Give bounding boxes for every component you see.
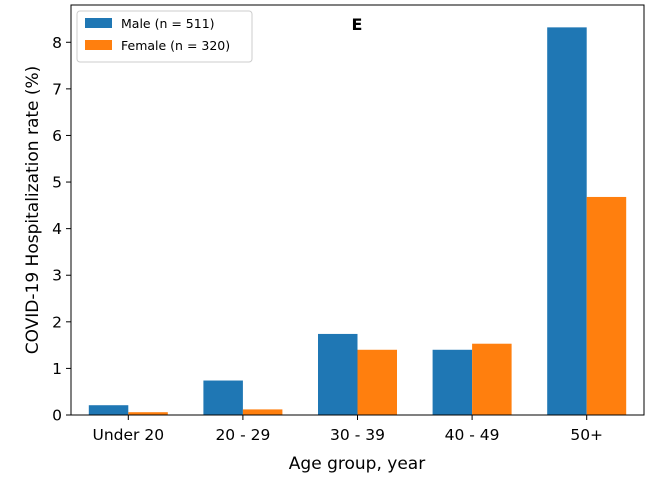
y-tick-label: 2 bbox=[52, 313, 62, 331]
y-tick-label: 4 bbox=[52, 220, 62, 238]
y-axis: 0 1 2 3 4 5 6 7 8 bbox=[52, 34, 71, 425]
legend-label-female: Female (n = 320) bbox=[121, 38, 230, 53]
bar-female-2 bbox=[357, 349, 397, 415]
x-axis-label: Age group, year bbox=[289, 454, 425, 474]
y-tick-label: 8 bbox=[52, 34, 62, 52]
bar-male-0 bbox=[88, 405, 129, 415]
legend-swatch-male bbox=[85, 18, 112, 28]
y-tick-label: 6 bbox=[52, 127, 62, 145]
legend-swatch-female bbox=[85, 40, 112, 50]
legend: Male (n = 511) Female (n = 320) bbox=[76, 10, 253, 63]
x-tick-label: 50+ bbox=[570, 426, 603, 444]
x-tick-label: 40 - 49 bbox=[445, 426, 500, 444]
legend-box bbox=[76, 10, 253, 63]
bar-female-3 bbox=[472, 343, 512, 415]
y-tick-label: 7 bbox=[52, 80, 62, 98]
y-tick-label: 5 bbox=[52, 174, 62, 192]
bar-male-4 bbox=[547, 27, 587, 415]
bar-male-1 bbox=[203, 380, 243, 415]
bar-female-0 bbox=[128, 412, 168, 415]
x-tick-label: Under 20 bbox=[93, 426, 165, 444]
bar-male-2 bbox=[318, 333, 358, 415]
bar-male-3 bbox=[432, 349, 473, 415]
y-axis-label: COVID-19 Hospitalization rate (%) bbox=[23, 66, 43, 355]
x-axis: Under 20 20 - 29 30 - 39 40 - 49 50+ bbox=[93, 415, 603, 444]
y-tick-label: 1 bbox=[52, 360, 62, 378]
x-tick-label: 20 - 29 bbox=[215, 426, 270, 444]
bar-female-4 bbox=[586, 196, 627, 415]
y-tick-label: 0 bbox=[52, 407, 62, 425]
bars-group bbox=[88, 27, 627, 415]
x-tick-label: 30 - 39 bbox=[330, 426, 385, 444]
bar-female-1 bbox=[242, 409, 283, 415]
y-tick-label: 3 bbox=[52, 267, 62, 285]
chart-title: E bbox=[352, 15, 363, 34]
legend-label-male: Male (n = 511) bbox=[121, 16, 215, 31]
